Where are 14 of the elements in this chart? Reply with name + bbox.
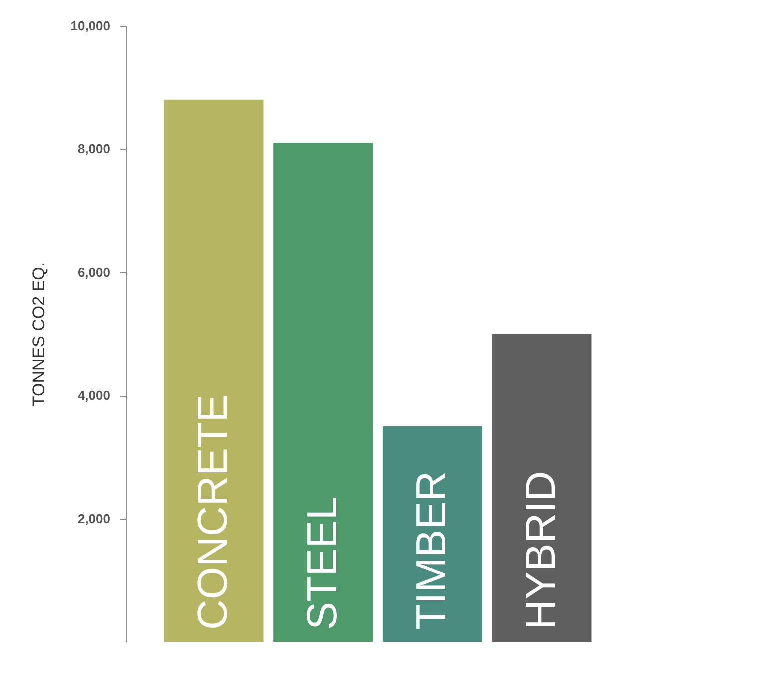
bar [274,143,374,642]
y-axis-title: TONNES CO2 EQ. [30,262,49,407]
x-tick-label: HYBRID [516,471,564,630]
bar [492,334,592,642]
y-tick-label: 6,000 [78,264,110,280]
bar [382,426,482,642]
y-tick-label: 4,000 [78,388,110,404]
y-tick-label: 2,000 [78,511,110,526]
x-tick-label: TIMBER [408,471,455,630]
x-tick-label: STEEL [298,496,346,630]
bar [164,100,264,642]
x-tick-label: CONCRETE [189,394,236,630]
y-tick-label: 8,000 [78,142,110,157]
y-tick-label: 10,000 [70,18,110,34]
